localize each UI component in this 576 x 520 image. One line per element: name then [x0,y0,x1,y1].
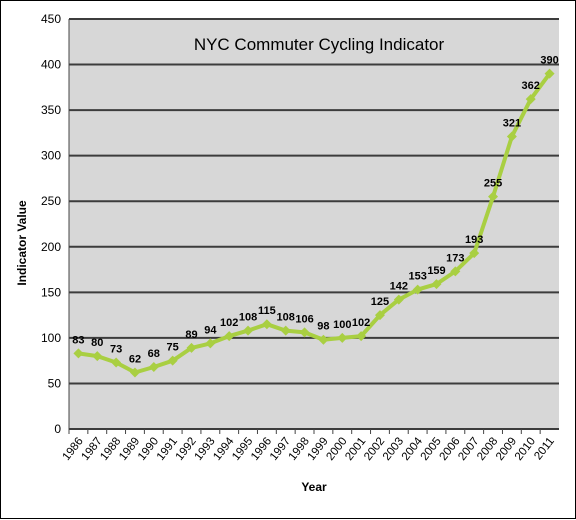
data-label: 73 [110,343,122,355]
data-point [318,334,329,345]
data-label: 80 [91,337,103,349]
y-tick-label: 250 [41,194,61,208]
data-label: 83 [72,334,84,346]
data-point [92,351,103,362]
data-point [205,338,216,349]
data-label: 255 [484,178,502,190]
data-point [450,266,461,277]
data-point [469,248,480,259]
data-label: 142 [390,281,408,293]
data-label: 102 [352,317,370,329]
data-point [73,348,84,359]
data-point [129,367,140,378]
data-label: 193 [465,234,483,246]
data-label: 75 [167,342,179,354]
data-label: 102 [220,317,238,329]
data-point [431,279,442,290]
data-point [525,94,536,105]
data-point [356,331,367,342]
x-tick-label: 2011 [532,435,557,462]
x-axis-ticks: 1986198719881989199019911992199319941995… [61,429,557,463]
y-tick-label: 0 [54,422,61,436]
data-point [243,325,254,336]
plot-area [69,19,559,429]
data-label: 108 [277,312,295,324]
data-label: 100 [333,319,351,331]
data-point [261,319,272,330]
y-axis-ticks: 0 50 100 150 200 250 300 350 400 450 [41,12,61,436]
data-label: 321 [503,118,521,130]
data-label: 159 [427,265,445,277]
data-label: 125 [371,296,389,308]
data-point [186,342,197,353]
data-point [148,362,159,373]
series-markers [73,68,555,378]
data-point [280,325,291,336]
y-tick-label: 200 [41,240,61,254]
y-tick-label: 450 [41,12,61,26]
y-tick-label: 150 [41,285,61,299]
data-label: 173 [446,252,464,264]
data-point [337,332,348,343]
data-point [544,68,555,79]
data-label: 362 [522,80,540,92]
y-tick-label: 50 [48,376,62,390]
data-point [299,327,310,338]
data-point [224,331,235,342]
data-point [488,191,499,202]
data-label: 108 [239,312,257,324]
data-point [111,357,122,368]
data-label: 106 [295,313,313,325]
data-label: 68 [148,348,160,360]
chart-title: NYC Commuter Cycling Indicator [194,35,445,54]
data-label: 94 [204,324,217,336]
y-tick-label: 400 [41,58,61,72]
data-point [506,131,517,142]
data-label: 98 [317,321,329,333]
data-point [374,310,385,321]
data-label: 62 [129,354,141,366]
data-label: 390 [540,55,558,67]
x-tick-label: 2010 [513,435,538,463]
y-axis-label: Indicator Value [15,200,29,286]
data-point [167,355,178,366]
data-point [412,284,423,295]
y-tick-label: 100 [41,331,61,345]
y-tick-label: 350 [41,103,61,117]
data-label: 89 [185,329,197,341]
y-tick-label: 300 [41,149,61,163]
data-label: 153 [408,271,426,283]
data-point [393,294,404,305]
data-label: 115 [258,305,276,317]
x-axis-label: Year [301,480,327,494]
